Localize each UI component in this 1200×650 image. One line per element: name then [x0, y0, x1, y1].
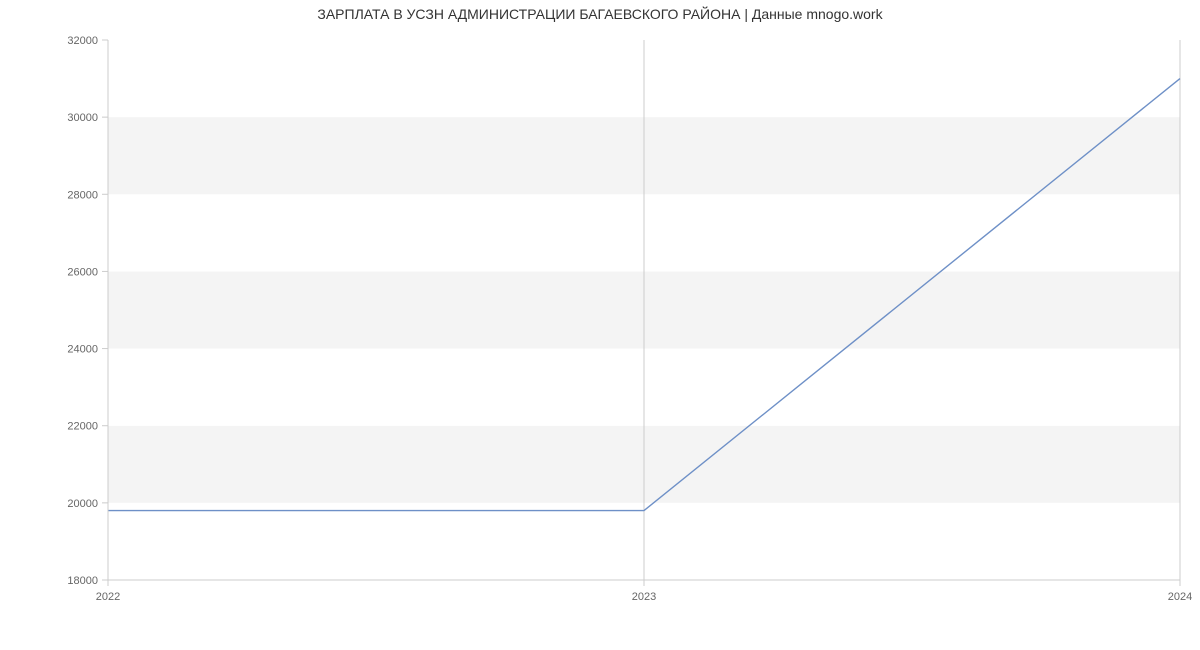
- y-tick-label: 20000: [67, 498, 98, 510]
- y-tick-label: 22000: [67, 421, 98, 433]
- y-tick-label: 24000: [67, 344, 98, 356]
- y-tick-label: 30000: [67, 112, 98, 124]
- y-tick-label: 18000: [67, 575, 98, 587]
- chart-canvas: 18000 20000 22000 24000 26000 28000 30000 32000…: [0, 0, 1200, 650]
- y-tick-label: 26000: [67, 266, 98, 278]
- y-tick-label: 32000: [67, 35, 98, 47]
- x-tick-label: 2024: [1168, 591, 1192, 603]
- y-tick-label: 28000: [67, 189, 98, 201]
- salary-line-chart: ЗАРПЛАТА В УСЗН АДМИНИСТРАЦИИ БАГАЕВСКОГ…: [0, 0, 1200, 650]
- x-tick-label: 2023: [632, 591, 656, 603]
- x-tick-label: 2022: [96, 591, 120, 603]
